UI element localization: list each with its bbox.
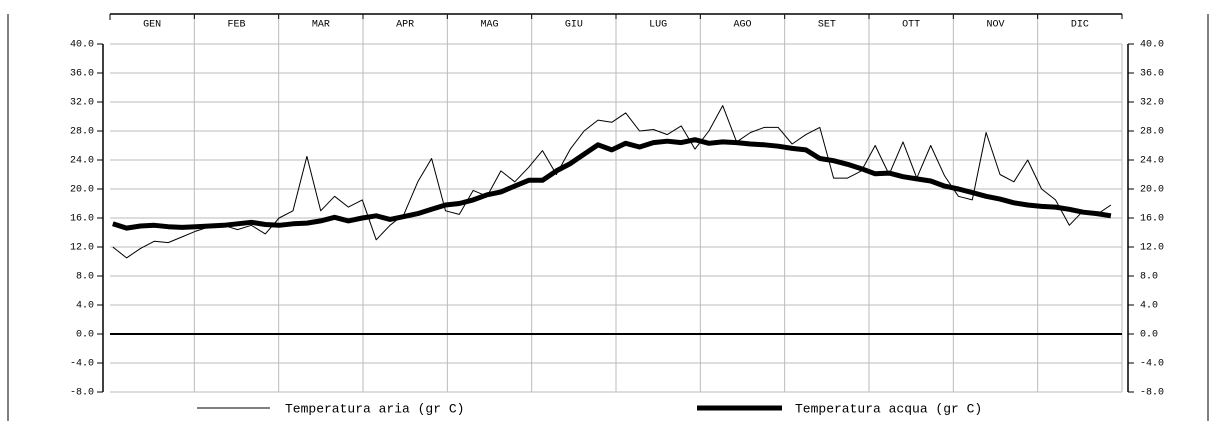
y2-tick-label: 8.0 — [1140, 272, 1158, 283]
y-tick-label: 36.0 — [70, 69, 94, 80]
month-label: FEB — [227, 20, 245, 31]
y2-tick-label: 24.0 — [1140, 156, 1164, 167]
y-tick-label: 8.0 — [76, 272, 94, 283]
month-label: AGO — [733, 20, 751, 31]
y-tick-label: -4.0 — [70, 359, 94, 370]
series-line — [112, 137, 1112, 231]
y-tick-label: 16.0 — [70, 214, 94, 225]
y2-tick-label: 28.0 — [1140, 127, 1164, 138]
y2-tick-label: 32.0 — [1140, 98, 1164, 109]
y2-tick-label: -4.0 — [1140, 359, 1164, 370]
y2-tick-label: 0.0 — [1140, 330, 1158, 341]
y-tick-label: 32.0 — [70, 98, 94, 109]
month-label: MAR — [312, 20, 330, 31]
y2-tick-label: 36.0 — [1140, 69, 1164, 80]
month-label: GEN — [143, 20, 161, 31]
y-tick-label: 20.0 — [70, 185, 94, 196]
legend-label: Temperatura acqua (gr C) — [795, 401, 982, 416]
y-tick-label: -8.0 — [70, 388, 94, 399]
y2-tick-label: 20.0 — [1140, 185, 1164, 196]
month-label: LUG — [649, 20, 667, 31]
y-tick-label: 40.0 — [70, 40, 94, 51]
series-line — [112, 105, 1112, 259]
y-tick-label: 24.0 — [70, 156, 94, 167]
y2-tick-label: 12.0 — [1140, 243, 1164, 254]
month-label: SET — [818, 20, 836, 31]
legend-label: Temperatura aria (gr C) — [285, 401, 464, 416]
month-label: NOV — [986, 20, 1004, 31]
y2-tick-label: 40.0 — [1140, 40, 1164, 51]
y-tick-label: 12.0 — [70, 243, 94, 254]
y-tick-label: 4.0 — [76, 301, 94, 312]
y2-tick-label: -8.0 — [1140, 388, 1164, 399]
y2-tick-label: 16.0 — [1140, 214, 1164, 225]
month-label: APR — [396, 20, 414, 31]
month-label: MAG — [480, 20, 498, 31]
y-tick-label: 28.0 — [70, 127, 94, 138]
y2-tick-label: 4.0 — [1140, 301, 1158, 312]
y-tick-label: 0.0 — [76, 330, 94, 341]
month-label: GIU — [565, 20, 583, 31]
month-label: OTT — [902, 20, 920, 31]
month-label: DIC — [1071, 20, 1089, 31]
